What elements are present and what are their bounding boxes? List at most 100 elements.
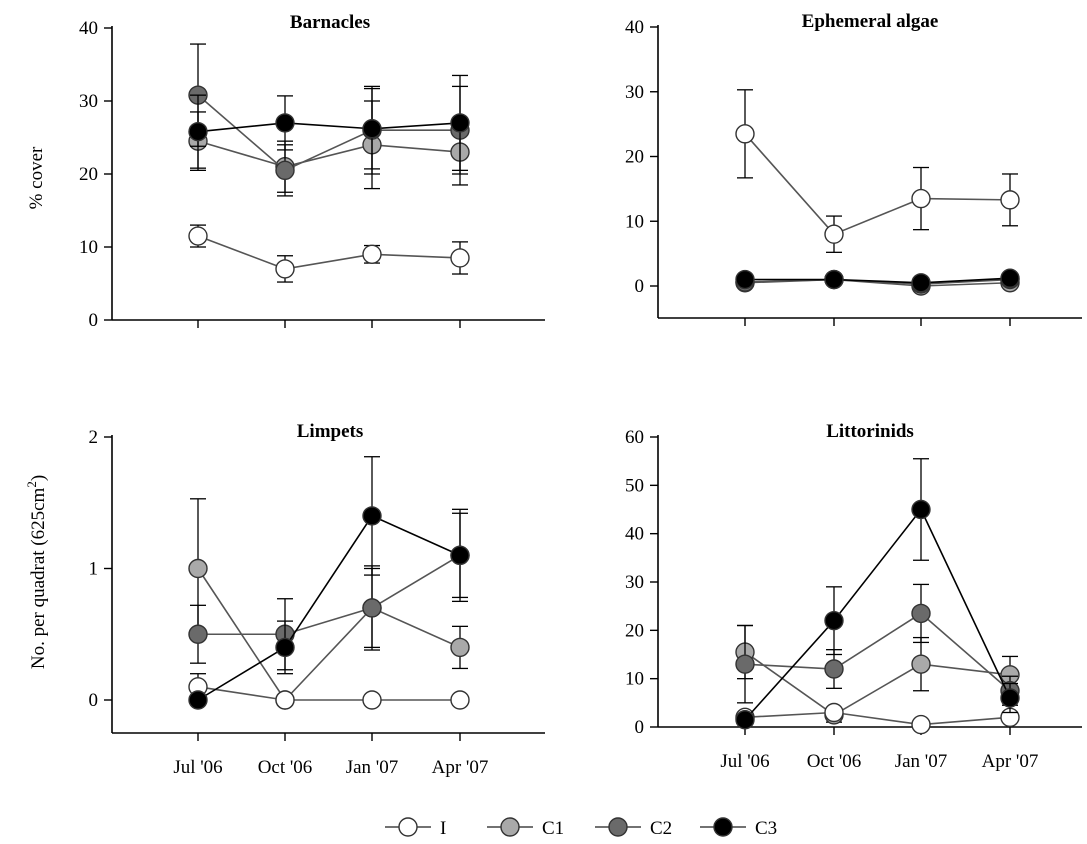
data-point <box>450 248 470 268</box>
legend-label: C1 <box>542 818 564 839</box>
data-point <box>1000 190 1020 210</box>
y-axis-label-bottom-main: No. per quadrat (625cm <box>28 487 49 669</box>
data-point <box>188 624 208 644</box>
series-C2 <box>735 583 1020 706</box>
y-tick-label: 20 <box>625 620 644 641</box>
panel-barnacles: Barnacles 0 10 20 30 40 <box>79 12 545 331</box>
data-point <box>735 654 755 674</box>
data-point <box>362 598 382 618</box>
data-point <box>735 124 755 144</box>
data-point <box>450 545 470 566</box>
panel-ephemeral-algae: Ephemeral algae 0 10 20 30 40 <box>625 11 1082 326</box>
x-tick-label: Jan '07 <box>346 757 399 778</box>
data-point <box>188 121 208 142</box>
series-I <box>735 702 1020 735</box>
y-tick-label: 0 <box>89 690 99 711</box>
y-tick-label: 10 <box>625 669 644 690</box>
data-point <box>824 610 844 631</box>
y-tick-label: 0 <box>635 717 645 738</box>
series-line <box>744 711 1011 726</box>
y-tick-label: 0 <box>89 310 99 331</box>
y-axis-label-bottom: No. per quadrat (625cm2) <box>24 475 49 669</box>
series-line <box>197 514 461 701</box>
data-point <box>362 506 382 526</box>
data-point <box>911 188 931 209</box>
legend-label: C3 <box>755 818 777 839</box>
panel-title: Limpets <box>297 421 364 442</box>
data-point <box>824 702 844 723</box>
data-point <box>911 714 931 735</box>
y-tick-label: 30 <box>79 91 98 112</box>
x-tick-label: Apr '07 <box>432 757 489 778</box>
series-line <box>197 122 461 133</box>
data-point <box>450 113 470 133</box>
y-tick-label: 40 <box>79 18 98 39</box>
data-point <box>275 160 295 181</box>
series-I <box>735 89 1020 253</box>
series-C3 <box>188 456 470 710</box>
legend-marker <box>608 817 628 837</box>
x-tick-label: Oct '06 <box>258 757 313 778</box>
panel-title: Ephemeral algae <box>802 11 939 32</box>
y-tick-label: 40 <box>625 524 644 545</box>
series-C3 <box>735 268 1020 293</box>
y-axis-label-bottom-close: ) <box>28 475 49 481</box>
data-point <box>275 637 295 658</box>
series-line <box>197 686 460 701</box>
y-tick-label: 2 <box>89 427 99 448</box>
data-point <box>362 690 382 710</box>
x-tick-label: Jul '06 <box>720 751 769 772</box>
data-point <box>911 499 931 520</box>
series-C1 <box>188 498 470 710</box>
data-point <box>824 224 844 244</box>
series-C3 <box>188 74 470 172</box>
series-line <box>197 140 461 168</box>
data-point <box>824 659 844 679</box>
data-point <box>188 558 208 579</box>
data-point <box>824 269 844 290</box>
series-line <box>744 651 1011 716</box>
series-I <box>188 224 470 283</box>
y-tick-label: 10 <box>79 237 98 258</box>
panel-littorinids: Littorinids 0 10 20 30 40 50 60 Jul '06 Oct '06 Ja… <box>625 421 1082 772</box>
data-point <box>911 603 931 624</box>
y-tick-label: 1 <box>89 559 99 580</box>
data-point <box>275 690 295 710</box>
series-C2 <box>188 43 470 197</box>
data-point <box>450 637 470 658</box>
data-point <box>188 690 208 710</box>
x-tick-label: Jan '07 <box>895 751 948 772</box>
legend-label: C2 <box>650 818 672 839</box>
data-point <box>1000 268 1020 288</box>
y-tick-label: 50 <box>625 475 644 496</box>
x-tick-label: Oct '06 <box>807 751 862 772</box>
data-point <box>911 273 931 293</box>
data-point <box>450 690 470 710</box>
series-C1 <box>188 100 470 193</box>
series-line <box>198 554 461 636</box>
y-tick-label: 20 <box>625 147 644 168</box>
series-line <box>197 235 461 270</box>
y-tick-label: 40 <box>625 17 644 38</box>
series-C1 <box>735 269 1020 296</box>
y-tick-label: 60 <box>625 427 644 448</box>
series-C3 <box>735 458 1020 730</box>
y-tick-label: 20 <box>79 164 98 185</box>
series-C2 <box>188 512 470 671</box>
y-tick-label: 10 <box>625 211 644 232</box>
panel-title: Littorinids <box>826 421 914 442</box>
series-line <box>197 94 460 172</box>
legend-marker <box>500 817 520 837</box>
series-line <box>744 133 1011 236</box>
y-axis-label-top: % cover <box>26 146 47 209</box>
data-point <box>735 269 755 290</box>
legend-label: I <box>440 818 446 839</box>
panel-title: Barnacles <box>290 12 370 33</box>
data-point <box>362 119 382 139</box>
panel-limpets: Limpets 0 1 2 Jul '06 Oct '06 Jan '07 Apr '07 <box>89 421 545 778</box>
data-point <box>1000 688 1020 708</box>
data-point <box>735 710 755 730</box>
y-tick-label: 30 <box>625 82 644 103</box>
